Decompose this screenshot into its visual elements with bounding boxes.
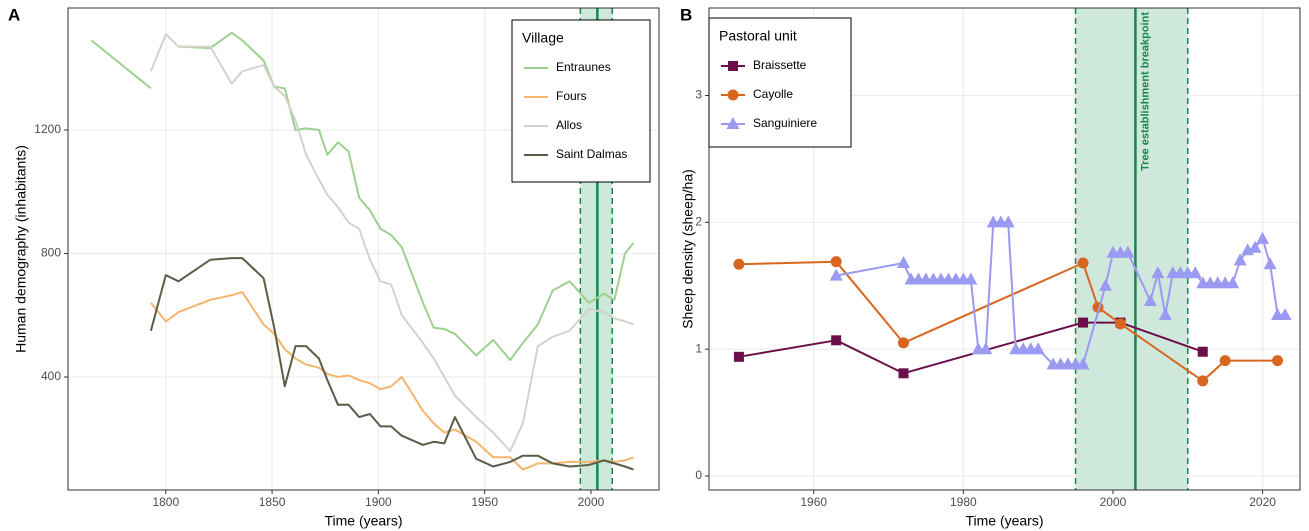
panel-label: A <box>8 5 20 24</box>
marker <box>1248 240 1262 253</box>
marker <box>1219 355 1231 367</box>
marker <box>1077 257 1089 269</box>
legend-label: Sanguiniere <box>753 116 817 130</box>
marker <box>1197 346 1208 357</box>
marker <box>1226 276 1240 289</box>
marker <box>1158 307 1172 320</box>
x-tick-label: 1950 <box>471 495 498 509</box>
marker <box>1151 266 1165 279</box>
marker <box>831 335 842 346</box>
y-tick-label: 3 <box>695 88 702 102</box>
marker <box>726 117 740 129</box>
y-tick-label: 2 <box>695 215 702 229</box>
marker <box>829 268 843 281</box>
marker <box>1001 215 1015 228</box>
x-tick-label: 1980 <box>950 495 977 509</box>
marker <box>1272 355 1284 367</box>
series-line <box>738 321 1204 375</box>
panel-border <box>67 7 660 491</box>
x-tick-label: 2000 <box>578 495 605 509</box>
series-line <box>149 33 634 453</box>
y-axis-title: Human demography (inhabitants) <box>13 145 29 353</box>
marker <box>727 89 739 101</box>
legend-title: Pastoral unit <box>719 28 797 44</box>
x-tick-label: 2000 <box>1100 495 1127 509</box>
marker <box>830 256 842 268</box>
legend-label: Braissette <box>753 58 807 72</box>
legend-title: Village <box>522 30 564 46</box>
marker <box>1121 245 1135 258</box>
y-tick-label: 1200 <box>34 122 61 136</box>
marker <box>1031 342 1045 355</box>
marker <box>1263 257 1277 270</box>
marker <box>1076 357 1090 370</box>
marker <box>1188 266 1202 279</box>
marker <box>1197 375 1209 387</box>
x-tick-label: 1800 <box>152 495 179 509</box>
y-tick-label: 1 <box>695 341 702 355</box>
marker <box>1078 317 1089 328</box>
marker <box>898 368 909 379</box>
y-tick-label: 400 <box>41 369 61 383</box>
marker <box>898 337 910 349</box>
marker <box>979 342 993 355</box>
legend-label: Fours <box>556 89 587 103</box>
legend-label: Allos <box>556 118 582 132</box>
x-tick-label: 2020 <box>1249 495 1276 509</box>
y-tick-label: 800 <box>41 246 61 260</box>
legend-label: Saint Dalmas <box>556 147 627 161</box>
breakpoint-band <box>1075 8 1188 490</box>
marker <box>1098 278 1112 291</box>
marker <box>964 272 978 285</box>
panel-label: B <box>680 5 692 24</box>
y-axis-title: Sheep density (sheep/ha) <box>680 169 696 329</box>
panel-border <box>708 7 1301 491</box>
x-tick-label: 1850 <box>259 495 286 509</box>
marker <box>733 351 744 362</box>
x-axis-title: Time (years) <box>965 513 1043 529</box>
x-tick-label: 1960 <box>800 495 827 509</box>
marker <box>897 255 911 268</box>
marker <box>728 61 738 71</box>
legend-label: Entraunes <box>556 60 611 74</box>
marker <box>1114 318 1126 330</box>
x-axis-title: Time (years) <box>324 513 402 529</box>
series-line <box>90 31 635 361</box>
x-tick-label: 1900 <box>365 495 392 509</box>
marker <box>1233 253 1247 266</box>
marker <box>733 258 745 270</box>
y-tick-label: 0 <box>695 468 702 482</box>
marker <box>1143 294 1157 307</box>
annotation: Tree establishment breakpoint <box>1139 12 1151 171</box>
series-line <box>149 257 634 471</box>
legend-label: Cayolle <box>753 87 793 101</box>
marker <box>1256 231 1270 244</box>
marker <box>1278 307 1292 320</box>
